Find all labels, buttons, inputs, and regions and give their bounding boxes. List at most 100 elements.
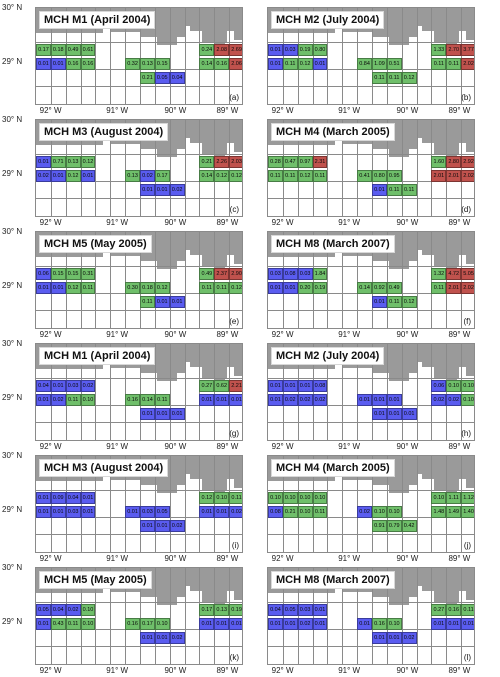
data-cell: 0.04 xyxy=(36,380,51,393)
data-cell: 0.10 xyxy=(386,618,402,631)
grid-line xyxy=(169,120,171,216)
land-mass xyxy=(140,25,186,38)
data-cell: 0.12 xyxy=(297,170,313,183)
grid-line xyxy=(36,266,242,268)
map-panel: 0.03 0.08 0.03 1.84 0.01 0.01 0.20 0.19 0.14 0.92… xyxy=(267,231,475,329)
grid-line xyxy=(327,456,329,552)
longitude-label: 90° W xyxy=(164,666,187,675)
land-mass xyxy=(156,485,178,494)
longitude-label: 91° W xyxy=(338,330,361,339)
data-cell: 0.30 xyxy=(125,282,140,295)
land-mass xyxy=(388,373,410,382)
land-mass xyxy=(372,249,418,262)
data-cell: 0.01 xyxy=(80,506,96,519)
land-mass xyxy=(268,137,335,146)
map-panel: 0.01 0.09 0.04 0.01 0.01 0.01 0.03 0.01 0.01 0.03… xyxy=(35,455,243,553)
data-cell: 0.04 xyxy=(268,604,283,617)
data-cell: 0.01 xyxy=(50,380,66,393)
data-cell: 0.02 xyxy=(446,394,462,407)
data-cell: 2.69 xyxy=(229,44,242,57)
land-mass xyxy=(388,149,410,158)
panel-letter: (h) xyxy=(461,429,471,438)
land-mass xyxy=(388,37,410,46)
data-cell: 0.19 xyxy=(312,282,328,295)
land-mass xyxy=(268,25,335,34)
panel-title: MCH M8 (March 2007) xyxy=(271,571,395,589)
grid-line xyxy=(184,568,186,664)
data-cell: 0.01 xyxy=(297,380,313,393)
grid-line xyxy=(140,344,141,440)
data-cell: 0.03 xyxy=(140,506,155,519)
data-cell: 2.70 xyxy=(446,44,462,57)
data-cell: 0.01 xyxy=(431,618,447,631)
data-cell: 0.04 xyxy=(50,604,66,617)
data-cell: 0.71 xyxy=(50,156,66,169)
panel-letter: (c) xyxy=(229,205,239,214)
longitude-label: 90° W xyxy=(396,442,419,451)
land-mass xyxy=(233,254,242,265)
data-cell: 0.24 xyxy=(199,44,215,57)
grid-line xyxy=(154,232,156,328)
grid-line xyxy=(154,344,156,440)
land-mass xyxy=(465,254,474,265)
grid-line xyxy=(268,602,474,604)
data-cell: 0.02 xyxy=(140,170,155,183)
grid-line xyxy=(95,456,97,552)
land-mass xyxy=(156,149,178,158)
grid-line xyxy=(342,120,344,216)
panel-title: MCH M1 (April 2004) xyxy=(39,11,156,29)
data-cell: 2.31 xyxy=(312,156,328,169)
grid-line xyxy=(416,568,418,664)
data-cell: 0.01 xyxy=(36,394,51,407)
latitude-label: 30° N xyxy=(2,563,23,572)
data-cell: 0.01 xyxy=(357,394,372,407)
land-mass xyxy=(465,30,474,41)
land-mass xyxy=(372,585,418,598)
land-mass xyxy=(372,25,418,38)
grid-line xyxy=(154,8,156,104)
longitude-label: 89° W xyxy=(216,330,239,339)
data-cell: 0.01 xyxy=(372,184,387,197)
longitude-label: 92° W xyxy=(271,442,294,451)
data-cell: 0.18 xyxy=(50,44,66,57)
panel-title: MCH M3 (August 2004) xyxy=(39,123,169,141)
latitude-label: 29° N xyxy=(2,616,23,626)
data-cell: 0.11 xyxy=(372,72,387,85)
data-cell: 0.01 xyxy=(401,408,417,421)
data-cell: 0.02 xyxy=(431,394,447,407)
grid-line xyxy=(372,8,373,104)
data-cell: 0.49 xyxy=(386,282,402,295)
data-cell: 0.10 xyxy=(446,380,462,393)
data-cell: 0.01 xyxy=(357,618,372,631)
longitude-label: 92° W xyxy=(39,666,62,675)
grid-line xyxy=(36,198,242,200)
data-cell: 0.01 xyxy=(80,492,96,505)
grid-line xyxy=(184,232,186,328)
grid-line xyxy=(125,120,127,216)
data-cell: 0.19 xyxy=(229,604,242,617)
data-cell: 0.01 xyxy=(386,632,402,645)
panel-title: MCH M5 (May 2005) xyxy=(39,235,152,253)
longitude-label: 90° W xyxy=(396,330,419,339)
grid-line xyxy=(125,232,127,328)
data-cell: 0.01 xyxy=(268,282,283,295)
data-cell: 0.03 xyxy=(268,268,283,281)
data-cell: 1.60 xyxy=(431,156,447,169)
panel-letter: (j) xyxy=(463,541,471,550)
data-cell: 0.05 xyxy=(36,604,51,617)
data-cell: 0.15 xyxy=(154,58,170,71)
grid-line xyxy=(372,120,373,216)
data-cell: 0.10 xyxy=(297,492,313,505)
data-cell: 2.01 xyxy=(446,170,462,183)
data-cell: 0.02 xyxy=(169,520,185,533)
grid-line xyxy=(268,378,474,380)
grid-line xyxy=(416,120,418,216)
longitude-label: 92° W xyxy=(271,106,294,115)
data-cell: 0.05 xyxy=(154,72,170,85)
land-mass xyxy=(140,473,186,486)
data-cell: 1.48 xyxy=(431,506,447,519)
data-cell: 0.02 xyxy=(65,604,81,617)
data-cell: 0.11 xyxy=(446,58,462,71)
data-cell: 0.02 xyxy=(357,506,372,519)
land-mass xyxy=(36,585,103,594)
